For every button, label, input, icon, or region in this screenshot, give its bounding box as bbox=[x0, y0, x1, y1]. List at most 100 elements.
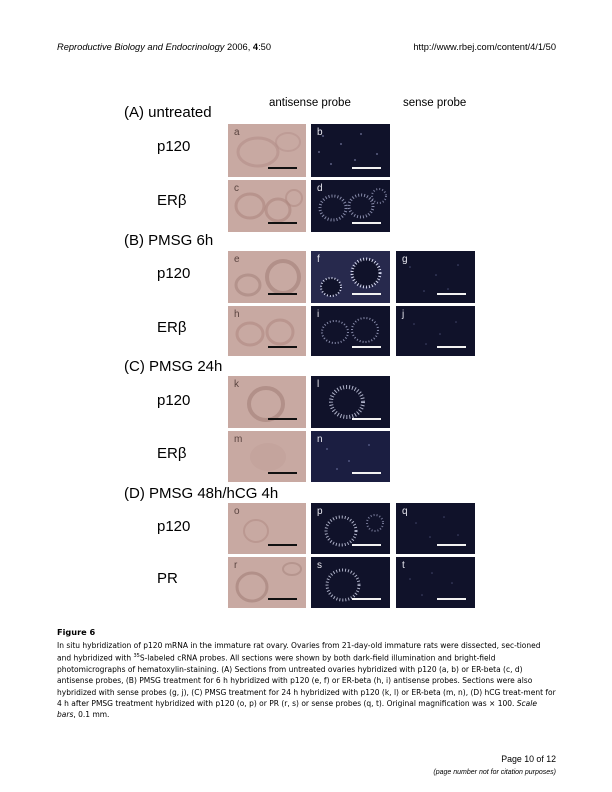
panel-label: h bbox=[234, 309, 240, 320]
micrograph-j: j bbox=[396, 306, 475, 356]
micrograph-b: b bbox=[311, 124, 390, 177]
grain-texture bbox=[409, 572, 453, 596]
section-heading-a: (A) untreated bbox=[124, 104, 212, 121]
tissue-texture bbox=[235, 562, 302, 603]
figure-title: Figure 6 bbox=[57, 627, 96, 637]
section-heading-c: (C) PMSG 24h bbox=[124, 358, 223, 375]
journal-volume: 4 bbox=[252, 42, 259, 52]
figure-caption: Figure 6 In situ hybridization of p120 m… bbox=[57, 627, 557, 720]
scale-bar bbox=[352, 418, 381, 420]
scale-bar bbox=[268, 598, 297, 600]
scale-bar bbox=[437, 544, 466, 546]
panel-label: k bbox=[234, 379, 239, 390]
scale-bar bbox=[268, 346, 297, 348]
scale-bar bbox=[352, 222, 381, 224]
micrograph-f: f bbox=[311, 251, 390, 303]
caption-text-1: In situ hybridization of p120 mRNA in th… bbox=[57, 641, 541, 663]
row-label-c2: ERβ bbox=[157, 445, 187, 462]
row-label-b2: ERβ bbox=[157, 319, 187, 336]
panel-label: p bbox=[317, 506, 323, 517]
micrograph-g: g bbox=[396, 251, 475, 303]
grain-texture bbox=[321, 317, 379, 344]
caption-text-3: , 0.1 mm. bbox=[73, 709, 110, 719]
panel-label: t bbox=[402, 560, 405, 571]
grain-texture bbox=[415, 516, 459, 538]
micrograph-n: n bbox=[311, 431, 390, 482]
tissue-texture bbox=[247, 386, 285, 422]
micrograph-k: k bbox=[228, 376, 306, 428]
micrograph-l: l bbox=[311, 376, 390, 428]
panel-label: j bbox=[402, 309, 405, 320]
tissue-texture bbox=[236, 132, 301, 168]
micrograph-t: t bbox=[396, 557, 475, 608]
panel-label: r bbox=[234, 560, 238, 571]
micrograph-m: m bbox=[228, 431, 306, 482]
scale-bar bbox=[268, 472, 297, 474]
tissue-texture bbox=[235, 318, 295, 347]
row-label-d1: p120 bbox=[157, 518, 191, 535]
micrograph-s: s bbox=[311, 557, 390, 608]
section-heading-b: (B) PMSG 6h bbox=[124, 232, 214, 249]
panel-label: f bbox=[317, 254, 320, 265]
panel-label: l bbox=[317, 379, 320, 390]
micrograph-o: o bbox=[228, 503, 306, 554]
scale-bar bbox=[352, 544, 381, 546]
journal-year: 2006, bbox=[227, 42, 251, 52]
micrograph-r: r bbox=[228, 557, 306, 608]
tissue-texture bbox=[243, 519, 269, 543]
grain-texture bbox=[329, 385, 365, 419]
article-number: :50 bbox=[258, 42, 272, 52]
running-header: Reproductive Biology and Endocrinology 2… bbox=[57, 42, 271, 52]
scale-bar bbox=[437, 293, 466, 295]
panel-label: b bbox=[317, 127, 323, 138]
journal-name: Reproductive Biology and Endocrinology bbox=[57, 42, 225, 52]
tissue-texture bbox=[250, 443, 286, 471]
grain-texture bbox=[311, 251, 390, 303]
article-url[interactable]: http://www.rbej.com/content/4/1/50 bbox=[413, 42, 556, 52]
caption-text-2: S-labeled cRNA probes. All sections were… bbox=[57, 653, 556, 708]
scale-bar bbox=[268, 293, 297, 295]
panel-label: o bbox=[234, 506, 240, 517]
scale-bar bbox=[352, 293, 381, 295]
panel-label: g bbox=[402, 254, 408, 265]
row-label-d2: PR bbox=[157, 570, 178, 587]
panel-label: s bbox=[317, 560, 322, 571]
tissue-texture bbox=[234, 189, 303, 223]
panel-label: d bbox=[317, 183, 323, 194]
sense-column-heading: sense probe bbox=[403, 97, 467, 109]
scale-bar bbox=[268, 418, 297, 420]
scale-bar bbox=[437, 346, 466, 348]
scale-bar bbox=[352, 598, 381, 600]
scale-bar bbox=[352, 346, 381, 348]
panel-label: a bbox=[234, 127, 240, 138]
page-number: Page 10 of 12 bbox=[501, 754, 556, 764]
micrograph-h: h bbox=[228, 306, 306, 356]
scale-bar bbox=[437, 598, 466, 600]
panel-label: q bbox=[402, 506, 408, 517]
panel-label: e bbox=[234, 254, 240, 265]
micrograph-e: e bbox=[228, 251, 306, 303]
row-label-b1: p120 bbox=[157, 265, 191, 282]
caption-superscript: 35 bbox=[133, 653, 140, 660]
scale-bar bbox=[268, 222, 297, 224]
grain-texture bbox=[311, 431, 390, 482]
scale-bar bbox=[352, 472, 381, 474]
micrograph-c: c bbox=[228, 180, 306, 232]
panel-label: m bbox=[234, 434, 243, 445]
row-label-c1: p120 bbox=[157, 392, 191, 409]
row-label-a1: p120 bbox=[157, 138, 191, 155]
micrograph-i: i bbox=[311, 306, 390, 356]
caption-scale-label: Scale bars bbox=[57, 698, 537, 719]
grain-texture bbox=[325, 568, 361, 602]
section-heading-d: (D) PMSG 48h/hCG 4h bbox=[124, 485, 279, 502]
scale-bar bbox=[268, 544, 297, 546]
citation-note: (page number not for citation purposes) bbox=[433, 769, 556, 776]
panel-label: c bbox=[234, 183, 239, 194]
grain-texture bbox=[409, 264, 459, 292]
panel-label: n bbox=[317, 434, 323, 445]
grain-texture bbox=[324, 514, 384, 547]
scale-bar bbox=[268, 167, 297, 169]
panel-label: i bbox=[317, 309, 320, 320]
micrograph-a: a bbox=[228, 124, 306, 177]
grain-texture bbox=[413, 321, 457, 345]
